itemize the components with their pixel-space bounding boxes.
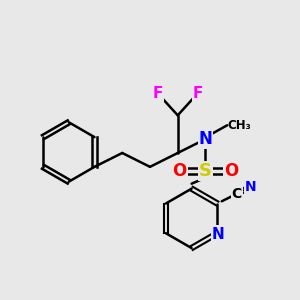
Text: O: O [224, 162, 238, 180]
Text: F: F [192, 86, 203, 101]
Text: N: N [199, 130, 212, 148]
Text: C: C [232, 187, 242, 201]
Text: CH₃: CH₃ [227, 119, 251, 132]
Text: O: O [172, 162, 187, 180]
Text: S: S [199, 162, 212, 180]
Text: N: N [212, 227, 225, 242]
Text: N: N [245, 180, 257, 194]
Text: F: F [153, 86, 163, 101]
